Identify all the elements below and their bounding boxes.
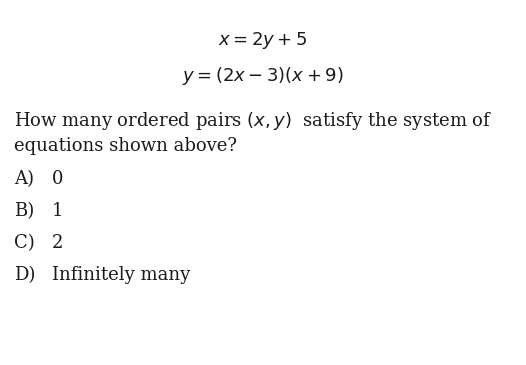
- Text: B): B): [14, 202, 34, 220]
- Text: D): D): [14, 266, 35, 284]
- Text: 2: 2: [52, 234, 63, 252]
- Text: $x = 2y + 5$: $x = 2y + 5$: [218, 30, 308, 51]
- Text: equations shown above?: equations shown above?: [14, 137, 237, 155]
- Text: A): A): [14, 170, 34, 188]
- Text: C): C): [14, 234, 35, 252]
- Text: How many ordered pairs $(x, y)$  satisfy the system of: How many ordered pairs $(x, y)$ satisfy …: [14, 110, 492, 132]
- Text: $y = (2x - 3)(x + 9)$: $y = (2x - 3)(x + 9)$: [182, 65, 344, 87]
- Text: 0: 0: [52, 170, 64, 188]
- Text: Infinitely many: Infinitely many: [52, 266, 190, 284]
- Text: 1: 1: [52, 202, 64, 220]
